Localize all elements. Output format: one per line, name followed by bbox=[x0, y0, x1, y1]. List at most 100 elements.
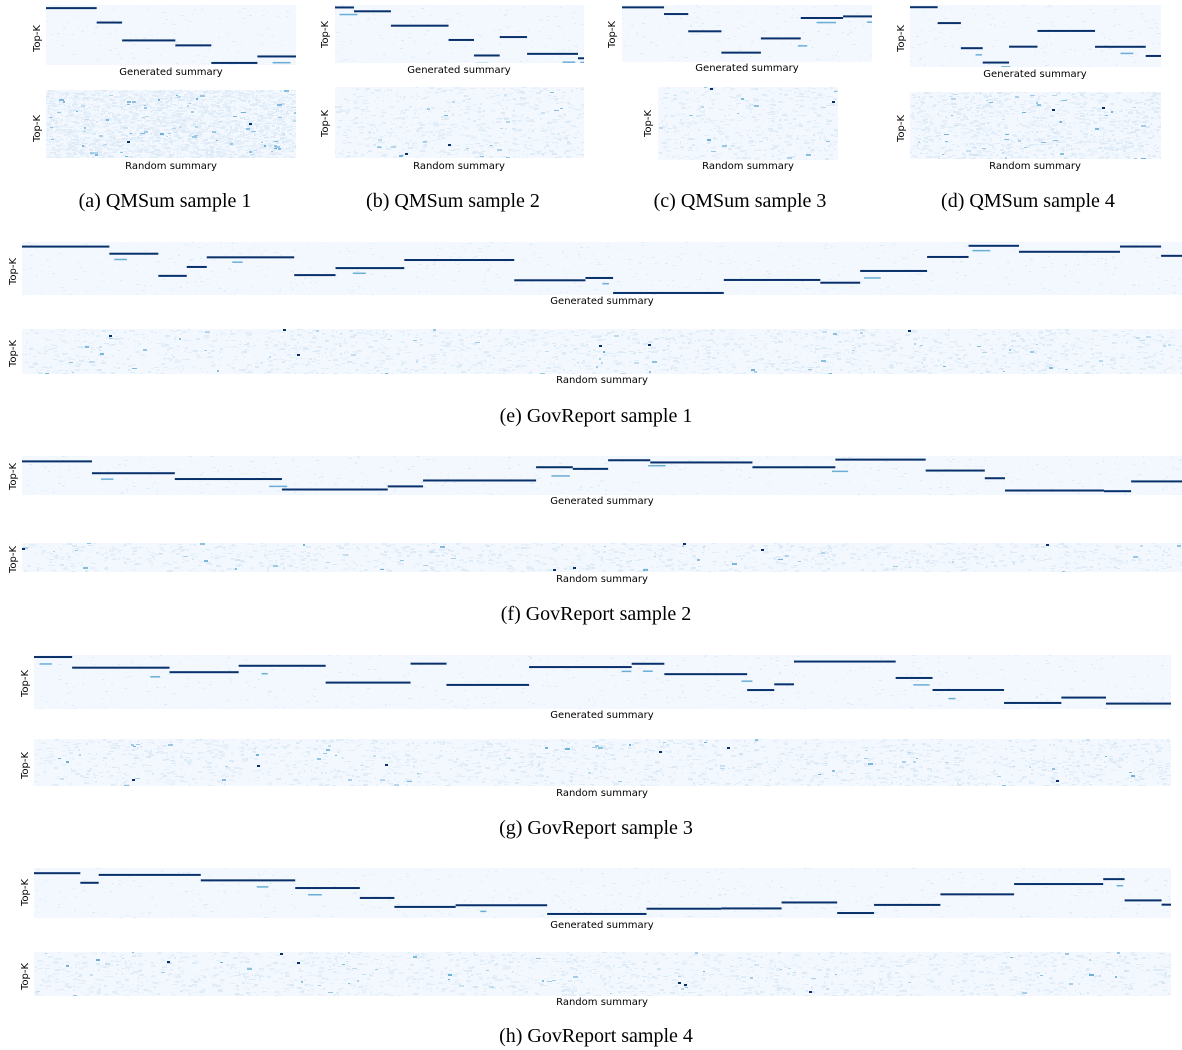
heatmap-cell bbox=[274, 107, 277, 108]
heatmap-cell bbox=[263, 125, 265, 127]
heatmap-cell bbox=[103, 104, 107, 106]
heatmap-cell bbox=[191, 111, 194, 113]
heatmap-cell bbox=[206, 143, 208, 145]
heatmap-cell bbox=[521, 136, 522, 137]
heatmap-cell bbox=[355, 7, 356, 8]
heatmap-cell bbox=[47, 117, 50, 118]
heatmap-cell bbox=[660, 18, 663, 19]
heatmap-cell bbox=[528, 137, 531, 139]
heatmap-cell bbox=[365, 117, 367, 118]
heatmap-cell bbox=[134, 105, 137, 107]
heatmap-cell bbox=[409, 33, 412, 34]
heatmap-cell bbox=[488, 128, 493, 129]
heatmap-cell bbox=[848, 21, 850, 22]
heatmap-cell bbox=[59, 149, 63, 150]
heatmap-cell bbox=[514, 89, 519, 91]
heatmap-cell bbox=[73, 106, 76, 108]
heatmap-cell bbox=[276, 104, 277, 105]
heatmap-cell bbox=[209, 99, 214, 100]
heatmap-cell bbox=[168, 96, 172, 97]
heatmap-cell bbox=[249, 123, 252, 125]
heatmap-cell bbox=[272, 155, 274, 156]
heatmap-cell bbox=[457, 93, 459, 94]
heatmap-cell bbox=[205, 152, 208, 154]
heatmap-cell bbox=[282, 137, 287, 139]
heatmap-cell bbox=[456, 13, 459, 14]
heatmap-cell bbox=[811, 149, 815, 151]
heatmap-cell bbox=[432, 16, 434, 17]
heatmap-cell bbox=[71, 98, 72, 99]
heatmap-cell bbox=[93, 62, 94, 63]
heatmap-cell bbox=[125, 157, 126, 158]
heatmap-cell bbox=[272, 125, 275, 127]
heatmap-cell bbox=[393, 20, 394, 21]
heatmap-cell bbox=[376, 130, 380, 132]
heatmap-cell bbox=[156, 120, 158, 121]
heatmap-cell bbox=[516, 92, 521, 93]
heatmap-cell bbox=[730, 146, 735, 147]
heatmap-cell bbox=[129, 108, 131, 110]
heatmap-cell bbox=[547, 122, 552, 124]
heatmap-cell bbox=[94, 90, 98, 92]
heatmap-cell bbox=[640, 53, 643, 54]
heatmap-cell bbox=[240, 127, 243, 128]
heatmap-cell bbox=[366, 106, 368, 108]
heatmap-cell bbox=[530, 96, 531, 98]
heatmap-cell bbox=[340, 60, 342, 61]
heatmap-cell bbox=[85, 123, 89, 124]
heatmap-cell bbox=[226, 142, 231, 144]
heatmap-segment bbox=[211, 61, 258, 64]
heatmap-cell bbox=[74, 150, 75, 151]
heatmap-cell bbox=[401, 40, 404, 41]
heatmap-cell bbox=[159, 135, 163, 136]
heatmap-cell bbox=[773, 116, 778, 117]
heatmap-cell bbox=[423, 145, 427, 147]
heatmap-cell bbox=[130, 17, 131, 18]
heatmap-cell bbox=[440, 108, 443, 109]
heatmap-background bbox=[335, 87, 584, 158]
heatmap-segment bbox=[721, 51, 761, 54]
heatmap-cell bbox=[157, 130, 160, 132]
heatmap-cell bbox=[106, 123, 111, 125]
heatmap-cell bbox=[173, 11, 174, 12]
heatmap-cell bbox=[354, 99, 355, 100]
heatmap-cell bbox=[278, 117, 282, 118]
heatmap-cell bbox=[426, 31, 429, 32]
heatmap-cell bbox=[746, 150, 748, 151]
heatmap-cell bbox=[800, 145, 801, 147]
heatmap-cell bbox=[87, 137, 88, 139]
heatmap-cell bbox=[289, 129, 292, 130]
heatmap-cell bbox=[61, 104, 65, 105]
heatmap-cell bbox=[104, 90, 106, 92]
heatmap-cell bbox=[80, 128, 81, 129]
heatmap-cell bbox=[109, 95, 113, 96]
heatmap-cell bbox=[739, 135, 743, 136]
heatmap-cell bbox=[228, 115, 230, 116]
heatmap-cell bbox=[452, 113, 454, 115]
heatmap-cell bbox=[568, 14, 569, 15]
heatmap-cell bbox=[793, 111, 798, 112]
heatmap-cell bbox=[687, 119, 689, 120]
heatmap-cell bbox=[162, 108, 163, 109]
heatmap-cell bbox=[223, 126, 227, 127]
heatmap-cell bbox=[256, 127, 257, 129]
heatmap-cell bbox=[438, 135, 439, 137]
heatmap-cell bbox=[530, 107, 535, 108]
heatmap-cell bbox=[522, 98, 526, 100]
heatmap-cell bbox=[481, 131, 483, 132]
heatmap-cell bbox=[499, 8, 501, 9]
heatmap-cell bbox=[156, 99, 157, 101]
heatmap-cell bbox=[467, 57, 468, 58]
heatmap-cell bbox=[202, 94, 204, 95]
heatmap-cell bbox=[77, 134, 79, 136]
heatmap-cell bbox=[278, 128, 280, 129]
heatmap-cell bbox=[136, 147, 138, 149]
heatmap-cell bbox=[501, 112, 505, 114]
heatmap-cell bbox=[780, 42, 782, 43]
heatmap-cell bbox=[164, 118, 165, 120]
heatmap-cell bbox=[202, 115, 203, 117]
heatmap-cell bbox=[85, 125, 90, 126]
heatmap-cell bbox=[250, 113, 254, 115]
heatmap-cell bbox=[112, 132, 114, 134]
heatmap-cell bbox=[644, 16, 645, 17]
